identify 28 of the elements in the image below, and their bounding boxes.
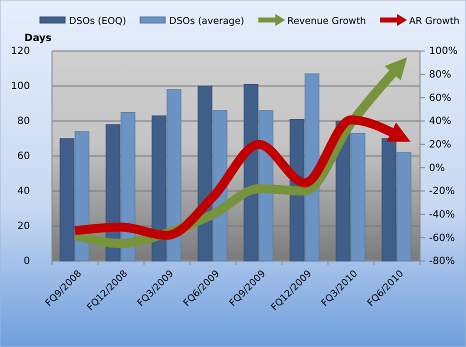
legend-label: Revenue Growth [287, 16, 366, 27]
y2-tick-label: -80% [429, 256, 455, 268]
bar [382, 138, 396, 262]
legend-label: DSOs (EOQ) [69, 16, 126, 27]
y-tick-label: 0 [24, 256, 30, 268]
y-tick-label: 60 [17, 151, 30, 162]
y-axis-title: Days [24, 33, 52, 44]
y-tick-label: 40 [17, 186, 30, 198]
y-tick-label: 100 [10, 81, 30, 92]
y-tick-label: 120 [10, 46, 30, 58]
y2-tick-label: -60% [429, 232, 455, 244]
bar [350, 132, 366, 262]
y-tick-label: 20 [17, 221, 30, 232]
y2-tick-label: 40% [429, 116, 452, 128]
y-tick-label: 80 [17, 116, 30, 128]
y2-tick-label: 100% [429, 46, 458, 58]
y2-tick-label: -20% [429, 186, 455, 198]
bar [396, 152, 412, 262]
bar [166, 89, 182, 262]
y2-tick-label: 20% [429, 140, 452, 151]
bar [152, 115, 166, 262]
y2-tick-label: 80% [429, 70, 452, 81]
y2-tick-label: 0% [429, 162, 445, 174]
legend-label: AR Growth [409, 16, 460, 27]
y2-tick-label: 60% [429, 92, 452, 104]
y2-tick-label: -40% [429, 210, 455, 221]
legend-label: DSOs (average) [169, 16, 244, 27]
bar [60, 138, 74, 262]
